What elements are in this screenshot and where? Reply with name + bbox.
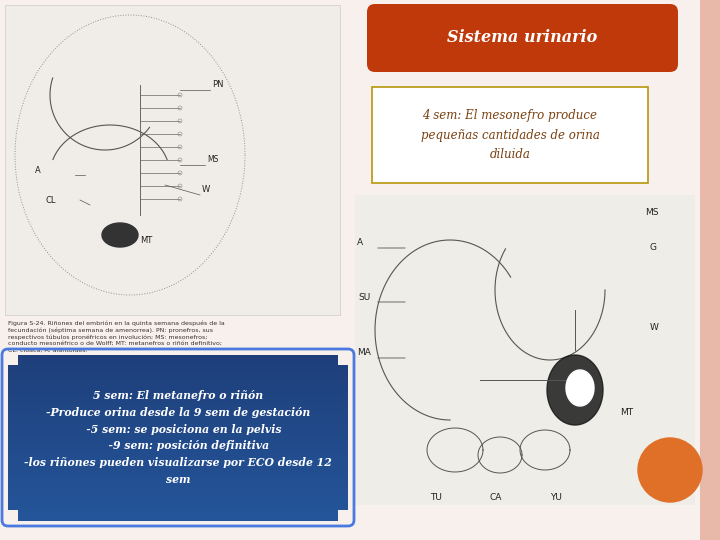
FancyBboxPatch shape <box>367 4 678 72</box>
Text: Figura S-24. Riñones del embrión en la quinta semana después de la
fecundación (: Figura S-24. Riñones del embrión en la q… <box>8 320 225 353</box>
Bar <box>8 457 348 462</box>
Bar <box>8 448 348 451</box>
Text: MS: MS <box>207 155 218 164</box>
Bar <box>8 381 348 386</box>
Text: TU: TU <box>430 493 442 502</box>
Polygon shape <box>547 355 603 425</box>
Bar <box>8 477 348 481</box>
Bar <box>8 470 348 475</box>
Bar <box>8 461 348 465</box>
Text: G: G <box>650 243 657 252</box>
Bar <box>8 375 348 379</box>
Bar <box>8 487 348 491</box>
Bar <box>8 484 348 488</box>
Polygon shape <box>102 223 138 247</box>
Bar <box>8 431 348 435</box>
Text: MA: MA <box>357 348 371 357</box>
Bar <box>700 0 720 540</box>
Bar <box>8 467 348 471</box>
Bar <box>8 421 348 426</box>
Bar <box>8 388 348 392</box>
Text: YU: YU <box>550 493 562 502</box>
Text: MS: MS <box>645 208 659 217</box>
Bar <box>8 434 348 438</box>
Text: MT: MT <box>620 408 633 417</box>
Bar <box>5 5 340 315</box>
Bar <box>8 517 348 521</box>
Bar <box>8 401 348 406</box>
Bar <box>8 441 348 445</box>
Text: 4 sem: El mesonefro produce
pequeñas cantidades de orina
diluida: 4 sem: El mesonefro produce pequeñas can… <box>420 110 600 160</box>
Bar <box>8 424 348 429</box>
Text: Sistema urinario: Sistema urinario <box>447 30 598 46</box>
Bar <box>8 428 348 432</box>
Bar <box>8 411 348 415</box>
Bar <box>8 503 348 508</box>
Bar <box>8 464 348 468</box>
Bar <box>8 359 348 362</box>
Text: 5 sem: El metanefro o riñón
-Produce orina desde la 9 sem de gestación
   -5 sem: 5 sem: El metanefro o riñón -Produce ori… <box>24 390 332 485</box>
Text: CA: CA <box>490 493 503 502</box>
Bar <box>8 392 348 396</box>
Bar <box>8 398 348 402</box>
Bar <box>8 368 348 373</box>
Bar <box>338 353 350 365</box>
Bar <box>8 474 348 478</box>
Bar <box>8 494 348 498</box>
Polygon shape <box>566 370 594 406</box>
Bar <box>8 437 348 442</box>
Bar <box>8 490 348 495</box>
Bar <box>8 355 348 359</box>
Bar <box>8 444 348 448</box>
Text: W: W <box>202 185 210 194</box>
FancyBboxPatch shape <box>372 87 648 183</box>
Bar <box>8 514 348 518</box>
Bar <box>8 362 348 366</box>
Bar <box>8 414 348 418</box>
Bar <box>8 395 348 399</box>
Bar <box>8 378 348 382</box>
Bar <box>8 418 348 422</box>
Bar <box>8 454 348 458</box>
Bar <box>8 408 348 412</box>
Bar <box>8 451 348 455</box>
Bar <box>8 365 348 369</box>
Text: MT: MT <box>140 236 152 245</box>
Text: W: W <box>650 323 659 332</box>
Bar <box>8 404 348 409</box>
Bar <box>8 510 348 515</box>
Bar <box>8 497 348 501</box>
Bar <box>8 507 348 511</box>
Bar <box>8 372 348 376</box>
Bar <box>8 500 348 504</box>
Text: PN: PN <box>212 80 223 89</box>
Text: CL: CL <box>45 196 55 205</box>
Bar <box>338 510 350 522</box>
Bar <box>8 481 348 485</box>
Bar <box>6 510 18 522</box>
Bar <box>355 195 695 505</box>
Circle shape <box>638 438 702 502</box>
Text: A: A <box>357 238 363 247</box>
Bar <box>6 353 18 365</box>
Bar <box>8 384 348 389</box>
Text: SU: SU <box>358 293 370 302</box>
Text: A: A <box>35 166 41 175</box>
